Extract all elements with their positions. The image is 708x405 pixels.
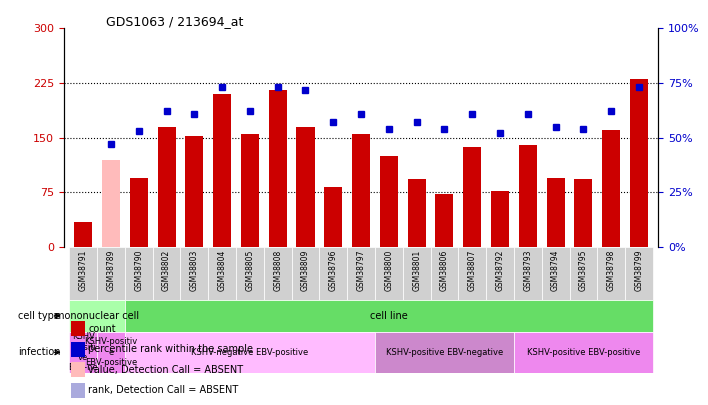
Text: count: count	[88, 324, 116, 334]
Text: GSM38799: GSM38799	[634, 249, 644, 291]
Bar	[403, 247, 430, 300]
Bar	[574, 179, 593, 247]
Bar	[71, 362, 85, 377]
Bar	[97, 247, 125, 300]
Bar	[297, 127, 314, 247]
Text: KSHV
-positi
ve
EBV-ne: KSHV -positi ve EBV-ne	[68, 332, 98, 373]
Bar	[519, 145, 537, 247]
Bar	[324, 187, 343, 247]
Text: GSM38792: GSM38792	[496, 249, 505, 291]
Bar	[125, 247, 153, 300]
Bar	[102, 160, 120, 247]
Bar	[569, 247, 598, 300]
Text: rank, Detection Call = ABSENT: rank, Detection Call = ABSENT	[88, 385, 239, 395]
Bar	[292, 247, 319, 300]
Bar	[213, 94, 231, 247]
Bar	[241, 134, 259, 247]
Text: GSM38797: GSM38797	[357, 249, 365, 291]
Bar	[430, 247, 458, 300]
Bar	[125, 300, 653, 332]
Text: GSM38804: GSM38804	[217, 249, 227, 291]
Bar	[463, 147, 481, 247]
Bar	[375, 332, 514, 373]
Bar	[598, 247, 625, 300]
Bar	[379, 156, 398, 247]
Text: GSM38798: GSM38798	[607, 249, 616, 291]
Bar	[69, 332, 97, 373]
Bar	[97, 332, 125, 373]
Text: GSM38794: GSM38794	[551, 249, 560, 291]
Bar	[491, 191, 509, 247]
Bar	[542, 247, 569, 300]
Text: GSM38791: GSM38791	[79, 249, 88, 291]
Text: GSM38806: GSM38806	[440, 249, 449, 291]
Bar	[547, 178, 565, 247]
Text: GSM38800: GSM38800	[384, 249, 394, 291]
Bar	[319, 247, 347, 300]
Bar	[347, 247, 375, 300]
Bar	[630, 79, 648, 247]
Text: GSM38807: GSM38807	[468, 249, 476, 291]
Bar	[71, 321, 85, 336]
Text: GSM38809: GSM38809	[301, 249, 310, 291]
Bar	[458, 247, 486, 300]
Bar	[408, 179, 426, 247]
Bar	[71, 383, 85, 398]
Text: percentile rank within the sample: percentile rank within the sample	[88, 344, 253, 354]
Bar	[435, 194, 454, 247]
Text: infection: infection	[18, 347, 60, 357]
Bar	[153, 247, 181, 300]
Bar	[625, 247, 653, 300]
Text: GSM38790: GSM38790	[135, 249, 143, 291]
Bar	[268, 90, 287, 247]
Text: GDS1063 / 213694_at: GDS1063 / 213694_at	[106, 15, 244, 28]
Text: cell type: cell type	[18, 311, 60, 321]
Bar	[264, 247, 292, 300]
Text: GSM38803: GSM38803	[190, 249, 199, 291]
Bar	[185, 136, 203, 247]
Bar	[181, 247, 208, 300]
Text: value, Detection Call = ABSENT: value, Detection Call = ABSENT	[88, 364, 244, 375]
Bar	[603, 130, 620, 247]
Bar	[157, 127, 176, 247]
Text: KSHV-negative EBV-positive: KSHV-negative EBV-positive	[191, 348, 309, 357]
Text: mononuclear cell: mononuclear cell	[55, 311, 139, 321]
Text: GSM38793: GSM38793	[523, 249, 532, 291]
Bar	[514, 247, 542, 300]
Text: GSM38808: GSM38808	[273, 249, 282, 291]
Bar	[236, 247, 264, 300]
Text: GSM38796: GSM38796	[329, 249, 338, 291]
Text: GSM38789: GSM38789	[106, 249, 115, 291]
Text: GSM38802: GSM38802	[162, 249, 171, 291]
Bar	[71, 342, 85, 356]
Text: KSHV-positiv
e
EBV-positive: KSHV-positiv e EBV-positive	[84, 337, 137, 367]
Text: KSHV-positive EBV-negative: KSHV-positive EBV-negative	[386, 348, 503, 357]
Bar	[74, 222, 92, 247]
Bar	[514, 332, 653, 373]
Text: GSM38805: GSM38805	[246, 249, 254, 291]
Bar	[375, 247, 403, 300]
Bar	[130, 178, 148, 247]
Text: KSHV-positive EBV-positive: KSHV-positive EBV-positive	[527, 348, 640, 357]
Bar	[125, 332, 375, 373]
Bar	[69, 247, 97, 300]
Bar	[352, 134, 370, 247]
Text: GSM38801: GSM38801	[412, 249, 421, 291]
Bar	[486, 247, 514, 300]
Text: GSM38795: GSM38795	[579, 249, 588, 291]
Bar	[208, 247, 236, 300]
Bar	[69, 300, 125, 332]
Text: cell line: cell line	[370, 311, 408, 321]
